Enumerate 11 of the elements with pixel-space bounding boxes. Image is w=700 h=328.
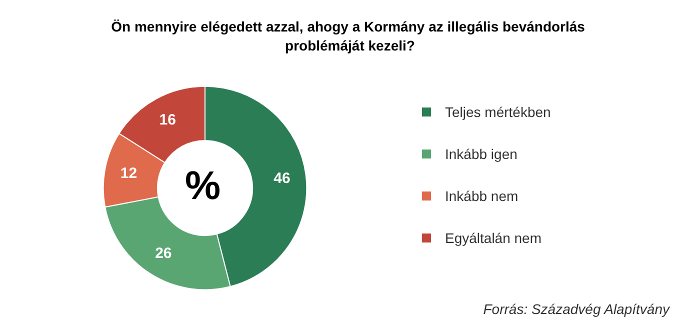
data-label: 26	[155, 245, 172, 262]
legend-label: Egyáltalán nem	[445, 230, 542, 246]
legend-label: Inkább nem	[445, 188, 518, 204]
legend-label: Inkább igen	[445, 146, 518, 162]
data-label: 16	[159, 111, 176, 128]
data-label: 12	[120, 164, 138, 182]
text: Forrás: Századvég Alapítvány	[483, 301, 670, 317]
legend-label: Teljes mértékben	[445, 104, 551, 120]
chart-title: Ön mennyire elégedett azzal, ahogy a Kormány az illegális bevándorlás problémáját kezeli?	[111, 18, 589, 54]
text: %	[185, 164, 221, 208]
data-label: 46	[274, 170, 290, 187]
